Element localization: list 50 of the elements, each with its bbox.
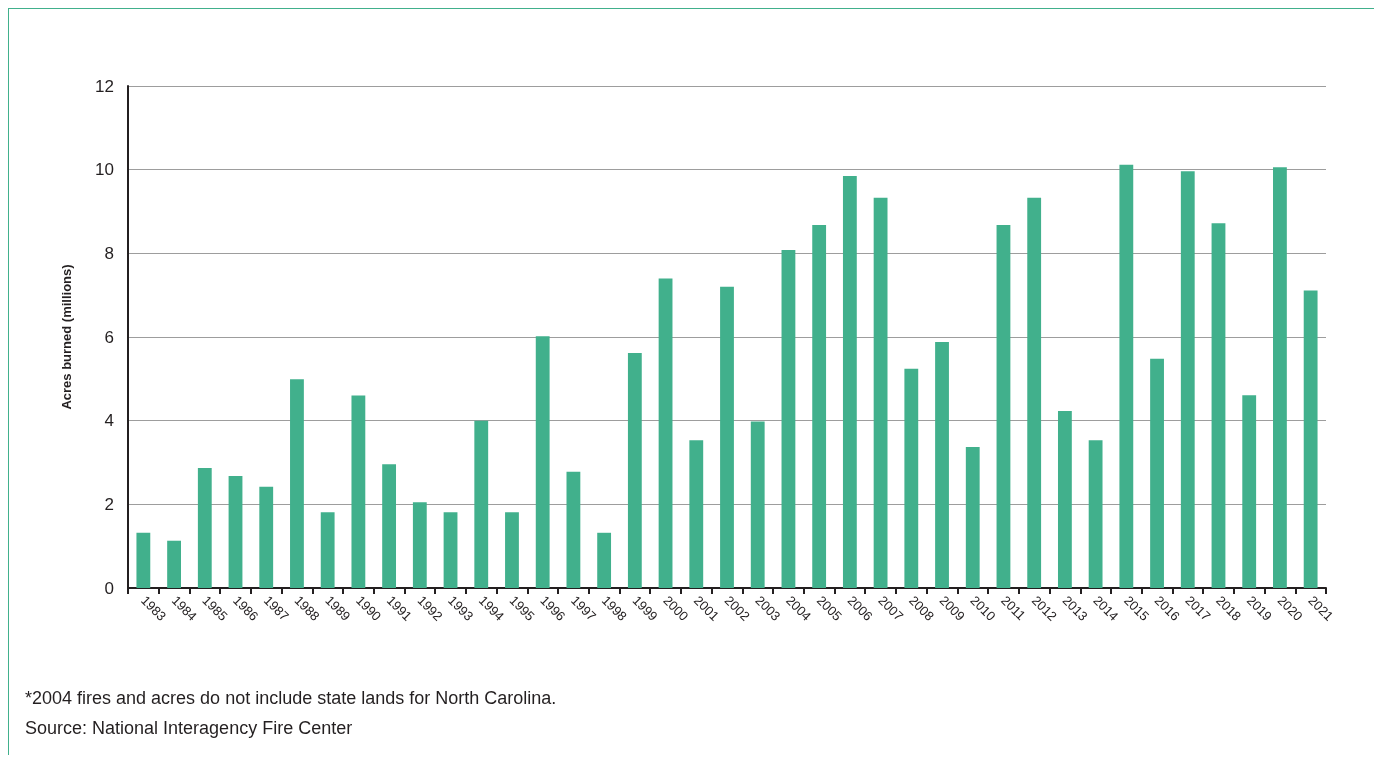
bar bbox=[996, 224, 1011, 588]
bar bbox=[136, 532, 151, 588]
bar bbox=[965, 447, 980, 588]
bar bbox=[382, 464, 397, 588]
bar bbox=[505, 512, 519, 588]
bar bbox=[689, 440, 704, 588]
bar bbox=[566, 471, 581, 588]
bar bbox=[812, 224, 827, 588]
bar bbox=[351, 395, 366, 588]
bar bbox=[1027, 197, 1042, 588]
bar bbox=[535, 336, 550, 588]
x-tick-label: 1997 bbox=[568, 592, 600, 624]
bar bbox=[842, 175, 857, 588]
bar bbox=[1150, 358, 1164, 588]
bar bbox=[1180, 171, 1195, 588]
bar bbox=[167, 540, 181, 588]
y-tick-label: 12 bbox=[95, 76, 114, 96]
y-tick-label: 6 bbox=[104, 327, 114, 347]
bar bbox=[412, 502, 427, 588]
bar bbox=[228, 475, 243, 588]
bar bbox=[1211, 223, 1226, 588]
bar bbox=[1303, 290, 1318, 588]
bar bbox=[873, 197, 888, 588]
bar bbox=[259, 486, 274, 588]
bar bbox=[781, 249, 796, 588]
bar bbox=[443, 512, 458, 588]
text: *2004 fires and acres do not include state lands for North Carolina. bbox=[25, 688, 557, 708]
bar bbox=[627, 352, 642, 588]
y-tick-label: 10 bbox=[95, 160, 114, 180]
bar bbox=[474, 420, 489, 588]
y-tick-label: 0 bbox=[104, 578, 114, 598]
bar bbox=[904, 368, 919, 588]
bar bbox=[935, 342, 949, 588]
bar bbox=[197, 467, 212, 588]
y-axis-title: Acres burned (millions) bbox=[59, 264, 74, 410]
y-tick-label: 4 bbox=[104, 411, 114, 431]
source-note: Source: National Interagency Fire Center bbox=[25, 718, 353, 738]
bar bbox=[1057, 411, 1072, 588]
bar bbox=[290, 379, 304, 588]
bar bbox=[720, 286, 734, 588]
bar bbox=[1242, 395, 1257, 588]
bar bbox=[1273, 167, 1287, 588]
bar bbox=[750, 421, 765, 588]
y-tick-label: 2 bbox=[104, 494, 114, 514]
bar bbox=[1119, 164, 1134, 588]
bar bbox=[320, 512, 335, 588]
bar bbox=[658, 278, 673, 588]
bar bbox=[597, 532, 612, 588]
y-tick-label: 8 bbox=[104, 243, 114, 263]
bar bbox=[1088, 440, 1103, 588]
